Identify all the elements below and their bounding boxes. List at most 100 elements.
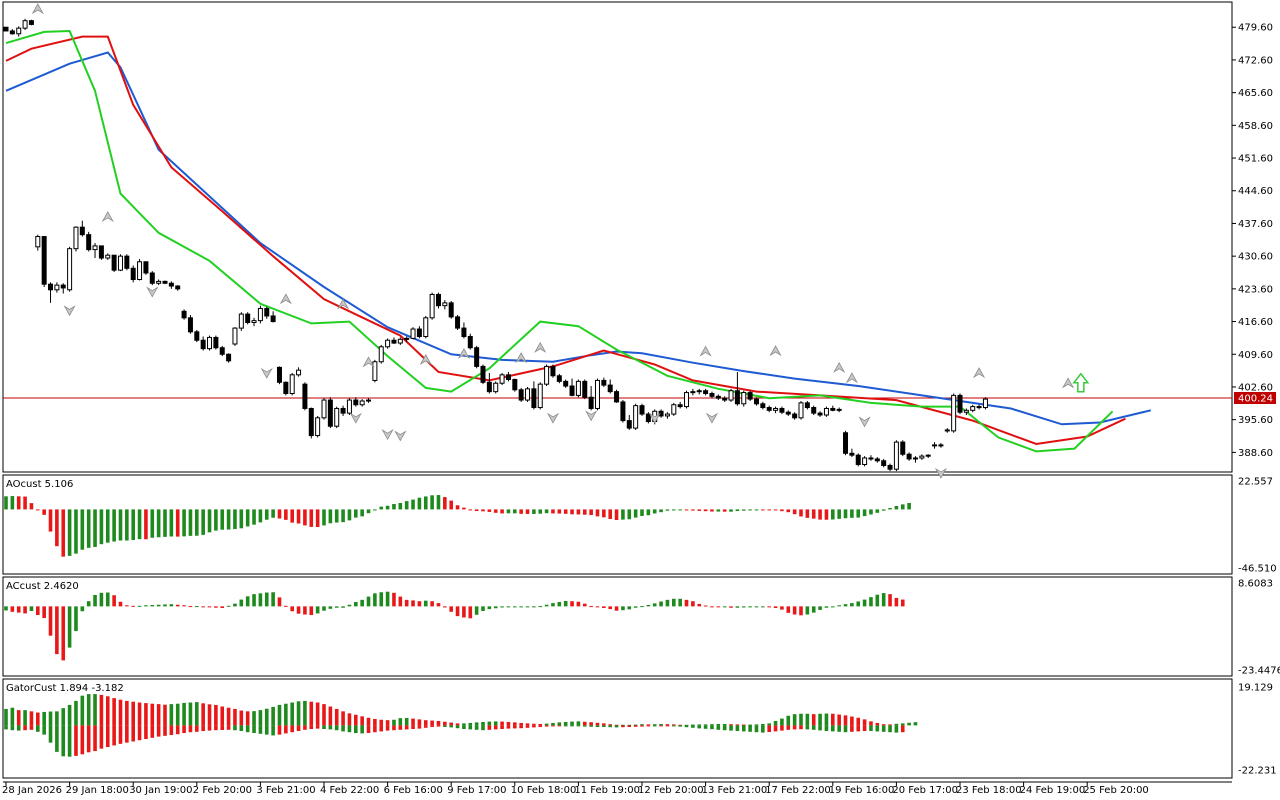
ac-bar bbox=[61, 606, 66, 661]
candle-body bbox=[22, 20, 28, 29]
ac-bar bbox=[245, 596, 250, 607]
ao-bar bbox=[411, 499, 415, 510]
gator-upper-bar bbox=[214, 704, 218, 726]
ac-bar bbox=[544, 604, 549, 607]
ao-bar bbox=[900, 504, 905, 510]
candle-body bbox=[982, 398, 988, 409]
ao-bar bbox=[455, 505, 460, 510]
ac-bar bbox=[4, 606, 8, 611]
candle bbox=[143, 261, 149, 275]
buy-signal-arrow-icon bbox=[1072, 372, 1090, 393]
candle bbox=[645, 412, 651, 424]
candle-body bbox=[862, 457, 868, 466]
candle-body bbox=[537, 383, 543, 409]
candle bbox=[410, 327, 416, 340]
candle-body bbox=[67, 248, 73, 291]
candle bbox=[404, 336, 410, 343]
ac-bar bbox=[214, 606, 218, 608]
ao-bar bbox=[551, 509, 555, 514]
time-tick-label: 2 Feb 20:00 bbox=[193, 785, 252, 796]
fractal-up-icon bbox=[1062, 377, 1075, 389]
ac-bar bbox=[150, 605, 155, 607]
ac-bar bbox=[551, 603, 555, 607]
candle-body bbox=[709, 393, 715, 397]
gator-lower-bar bbox=[10, 725, 15, 731]
ao-bar bbox=[131, 509, 135, 541]
ac-bar bbox=[322, 606, 326, 611]
candle-body bbox=[181, 310, 187, 319]
ac-bar bbox=[513, 606, 517, 608]
gator-upper-bar bbox=[137, 702, 142, 726]
ao-bar bbox=[290, 509, 294, 523]
current-price-label: 400.24 bbox=[1238, 393, 1273, 404]
gator-lower-bar bbox=[900, 725, 905, 733]
ao-bar bbox=[271, 509, 275, 518]
time-tick-label: 30 Jan 19:00 bbox=[129, 785, 192, 796]
ao-bar bbox=[220, 509, 225, 530]
ao-bar bbox=[195, 509, 199, 536]
gator-lower-bar bbox=[684, 725, 689, 728]
ac-bar bbox=[315, 606, 320, 614]
gator-upper-bar bbox=[423, 720, 428, 726]
ac-bar bbox=[570, 601, 574, 607]
ao-bar bbox=[99, 509, 104, 545]
candle bbox=[614, 389, 620, 403]
gator-upper-bar bbox=[493, 721, 498, 726]
ao-bar bbox=[392, 503, 396, 510]
gator-lower-bar bbox=[780, 725, 784, 731]
gator-lower-bar bbox=[4, 725, 8, 730]
gator-lower-bar bbox=[792, 725, 797, 730]
gator-lower-bar bbox=[557, 725, 562, 727]
gator-upper-bar bbox=[385, 720, 390, 726]
gator-upper-bar bbox=[379, 719, 384, 726]
candle-body bbox=[346, 399, 352, 414]
ac-bar bbox=[16, 606, 21, 613]
time-tick-label: 11 Feb 19:00 bbox=[574, 785, 640, 796]
ac-bar bbox=[271, 592, 275, 607]
candle-body bbox=[645, 413, 651, 423]
ao-bar bbox=[303, 509, 307, 526]
gator-upper-bar bbox=[430, 720, 434, 726]
gator-upper-bar bbox=[684, 724, 689, 726]
candle bbox=[149, 271, 155, 286]
candle bbox=[168, 281, 174, 289]
ac-bar bbox=[824, 606, 829, 608]
candle bbox=[862, 456, 868, 467]
candle bbox=[620, 400, 626, 423]
ac-bar bbox=[379, 592, 384, 607]
panel-frame-ao bbox=[2, 474, 1233, 575]
ac-bar bbox=[474, 606, 479, 615]
candle bbox=[696, 388, 702, 395]
candle bbox=[54, 282, 60, 293]
ac-bar bbox=[99, 592, 104, 607]
ac-bar bbox=[614, 606, 619, 611]
ao-bar bbox=[532, 509, 536, 514]
candle-body bbox=[315, 417, 321, 437]
gator-lower-bar bbox=[608, 725, 612, 728]
candle bbox=[919, 454, 925, 460]
ao-bar bbox=[80, 509, 85, 550]
gator-upper-bar bbox=[144, 703, 148, 726]
gator-upper-bar bbox=[93, 694, 97, 726]
gator-upper-bar bbox=[621, 724, 625, 726]
candle bbox=[741, 390, 747, 407]
ao-bar bbox=[4, 496, 8, 510]
gator-lower-bar bbox=[245, 725, 250, 733]
ao-bar bbox=[328, 509, 333, 524]
gator-lower-bar bbox=[672, 725, 676, 727]
gator-upper-bar bbox=[366, 717, 371, 726]
fractal-down-icon bbox=[648, 412, 661, 424]
ac-bar bbox=[125, 605, 129, 607]
gator-upper-bar bbox=[86, 694, 91, 726]
candle bbox=[951, 393, 957, 433]
candle bbox=[372, 359, 378, 383]
fractal-up-icon bbox=[973, 367, 986, 379]
candle-body bbox=[124, 255, 130, 269]
gator-upper-bar bbox=[780, 718, 784, 726]
ao-bar bbox=[627, 509, 632, 520]
candle bbox=[753, 397, 759, 406]
candle bbox=[550, 364, 556, 378]
gator-upper-bar bbox=[36, 712, 40, 726]
ao-bar bbox=[614, 509, 619, 520]
